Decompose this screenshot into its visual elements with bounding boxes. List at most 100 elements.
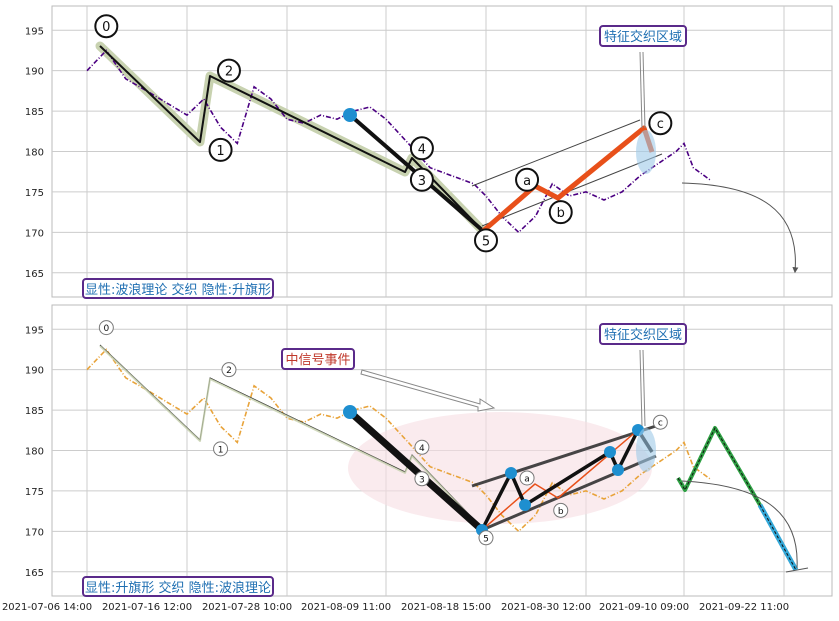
- wave-marker-circle: [515, 167, 540, 192]
- wave-marker-label: 3: [418, 174, 426, 189]
- top-price-line: [86, 49, 711, 234]
- wave-marker-label: 0: [102, 20, 110, 35]
- wave-marker-0: 0: [98, 320, 114, 336]
- wave-marker-label: 0: [103, 324, 109, 334]
- wave-marker-circle: [478, 530, 494, 546]
- y-tick-label: 190: [25, 67, 44, 78]
- wave-marker-circle: [474, 228, 498, 253]
- top-pattern-tag-text: 显性:波浪理论 交织 隐性:升旗形: [85, 282, 271, 298]
- wave-marker-c: c: [648, 111, 673, 136]
- bottom-blue-dot: [519, 499, 531, 511]
- y-tick-label: 165: [25, 269, 44, 280]
- y-tick-label: 185: [25, 406, 44, 417]
- wave-marker-label: 4: [419, 444, 425, 454]
- y-tick-label: 175: [25, 188, 44, 199]
- top-highlight-ellipse: [636, 130, 656, 174]
- wave-marker-label: b: [558, 507, 564, 517]
- wave-marker-circle: [216, 58, 241, 83]
- bottom-pointer-line-2: [639, 349, 643, 427]
- bottom-feature-tag-text: 特征交织区域: [604, 327, 682, 343]
- wave-marker-5: 5: [474, 228, 498, 253]
- top-channel-lower: [481, 153, 663, 227]
- wave-marker-1: 1: [208, 137, 233, 162]
- wave-marker-label: c: [658, 419, 663, 429]
- wave-marker-label: b: [557, 206, 565, 221]
- wave-marker-circle: [648, 111, 673, 136]
- top-curve-arrow: [681, 182, 799, 274]
- wave-marker-label: 1: [216, 144, 224, 159]
- bottom-blue-dot: [612, 464, 624, 476]
- top-feature-tag: 特征交织区域: [599, 25, 687, 47]
- top-pointer-line: [642, 51, 646, 129]
- bottom-highlight-ellipse: [636, 428, 656, 472]
- bottom-projection-blue-inner: [759, 504, 797, 571]
- bottom-channel-lower: [481, 454, 657, 532]
- x-tick-label: 2021-07-16 12:00: [102, 602, 192, 613]
- bottom-blue-dot: [604, 446, 616, 458]
- wave-marker-circle: [409, 136, 434, 161]
- wave-marker-2: 2: [221, 362, 237, 378]
- bottom-feature-tag: 特征交织区域: [599, 323, 687, 345]
- wave-marker-label: a: [524, 474, 530, 484]
- wave-marker-circle: [208, 137, 233, 162]
- bottom-y-ticks: 165 170 175 180 185 190 195: [25, 325, 44, 579]
- bottom-price-line: [86, 348, 711, 533]
- wave-marker-a: a: [515, 167, 540, 192]
- bottom-curve-arrow: [681, 480, 798, 569]
- wave-marker-circle: [553, 502, 569, 518]
- top-panel: 165 170 175 180 185 190 195: [25, 5, 833, 298]
- x-tick-label: 2021-07-06 14:00: [2, 602, 92, 613]
- wave-marker-label: a: [523, 174, 531, 189]
- wave-marker-3: 3: [414, 471, 430, 487]
- x-tick-label: 2021-07-28 10:00: [202, 602, 292, 613]
- bottom-signal-ellipse: [348, 412, 652, 524]
- wave-marker-circle: [98, 320, 114, 336]
- wave-marker-circle: [414, 471, 430, 487]
- x-tick-label: 2021-08-09 11:00: [301, 602, 391, 613]
- wave-marker-label: 5: [482, 234, 490, 249]
- wave-marker-label: 1: [218, 445, 224, 455]
- top-pattern-tag: 显性:波浪理论 交织 隐性:升旗形: [82, 278, 274, 299]
- wave-marker-0: 0: [94, 14, 119, 39]
- top-blue-dot: [343, 108, 357, 122]
- bottom-blue-dot-start: [343, 405, 357, 419]
- wave-marker-circle: [519, 470, 535, 486]
- wave-marker-circle: [94, 14, 119, 39]
- bottom-blue-dot: [505, 467, 517, 479]
- top-wave-markers: 0 1 2 3 4 5 a b c: [94, 14, 673, 253]
- y-tick-label: 180: [25, 148, 44, 159]
- wave-marker-4: 4: [414, 439, 430, 455]
- wave-marker-circle: [221, 362, 237, 378]
- wave-marker-3: 3: [409, 167, 434, 192]
- bottom-channel-upper: [471, 424, 657, 488]
- bottom-pattern-tag-text: 显性:升旗形 交织 隐性:波浪理论: [85, 580, 271, 596]
- bottom-signal-tag-text: 中信号事件: [285, 353, 350, 368]
- wave-marker-2: 2: [216, 58, 241, 83]
- y-tick-label: 195: [25, 325, 44, 336]
- y-tick-label: 175: [25, 487, 44, 498]
- bottom-signal-tag: 中信号事件: [281, 348, 355, 370]
- wave-marker-a: a: [519, 470, 535, 486]
- bottom-projection-green-inner: [677, 426, 761, 506]
- y-tick-label: 195: [25, 26, 44, 37]
- wave-marker-4: 4: [409, 136, 434, 161]
- x-tick-label: 2021-08-18 15:00: [401, 602, 491, 613]
- wave-marker-circle: [548, 200, 573, 225]
- signal-arrow: [360, 369, 496, 412]
- wave-marker-1: 1: [213, 441, 229, 457]
- wave-marker-circle: [213, 441, 229, 457]
- bottom-wave-band: [99, 345, 483, 530]
- wave-marker-label: 4: [418, 142, 426, 157]
- y-tick-label: 170: [25, 228, 44, 239]
- top-pointer-line-2: [639, 51, 643, 129]
- bottom-wave-markers: 0 1 2 3 4 5 a b c: [98, 320, 668, 546]
- wave-marker-label: 2: [226, 366, 232, 376]
- top-grid: [52, 6, 832, 297]
- bottom-pattern-tag: 显性:升旗形 交织 隐性:波浪理论: [82, 576, 274, 597]
- top-channel-upper: [471, 119, 641, 187]
- top-y-ticks: 165 170 175 180 185 190 195: [25, 26, 44, 280]
- wave-marker-b: b: [548, 200, 573, 225]
- bottom-curve-tail: [785, 567, 809, 573]
